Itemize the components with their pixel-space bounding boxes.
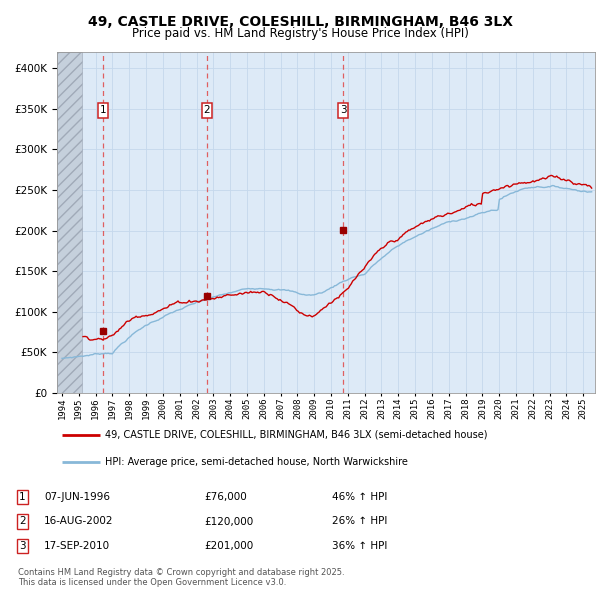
Text: 26% ↑ HPI: 26% ↑ HPI (332, 516, 388, 526)
Text: 1: 1 (100, 106, 106, 116)
Text: 07-JUN-1996: 07-JUN-1996 (44, 492, 110, 502)
Text: 36% ↑ HPI: 36% ↑ HPI (332, 541, 388, 551)
Text: £120,000: £120,000 (204, 516, 253, 526)
Text: 3: 3 (340, 106, 346, 116)
Text: £76,000: £76,000 (204, 492, 247, 502)
Text: HPI: Average price, semi-detached house, North Warwickshire: HPI: Average price, semi-detached house,… (106, 457, 408, 467)
Bar (57, 52, 82, 393)
Text: Price paid vs. HM Land Registry's House Price Index (HPI): Price paid vs. HM Land Registry's House … (131, 27, 469, 40)
Text: Contains HM Land Registry data © Crown copyright and database right 2025.
This d: Contains HM Land Registry data © Crown c… (18, 568, 344, 588)
Text: 17-SEP-2010: 17-SEP-2010 (44, 541, 110, 551)
Text: £201,000: £201,000 (204, 541, 253, 551)
Text: 2: 2 (203, 106, 210, 116)
Text: 1: 1 (19, 492, 26, 502)
Text: 16-AUG-2002: 16-AUG-2002 (44, 516, 113, 526)
Text: 2: 2 (19, 516, 26, 526)
Text: 3: 3 (19, 541, 26, 551)
Text: 49, CASTLE DRIVE, COLESHILL, BIRMINGHAM, B46 3LX (semi-detached house): 49, CASTLE DRIVE, COLESHILL, BIRMINGHAM,… (106, 430, 488, 440)
Bar (57, 52, 82, 393)
Text: 46% ↑ HPI: 46% ↑ HPI (332, 492, 388, 502)
Text: 49, CASTLE DRIVE, COLESHILL, BIRMINGHAM, B46 3LX: 49, CASTLE DRIVE, COLESHILL, BIRMINGHAM,… (88, 15, 512, 29)
